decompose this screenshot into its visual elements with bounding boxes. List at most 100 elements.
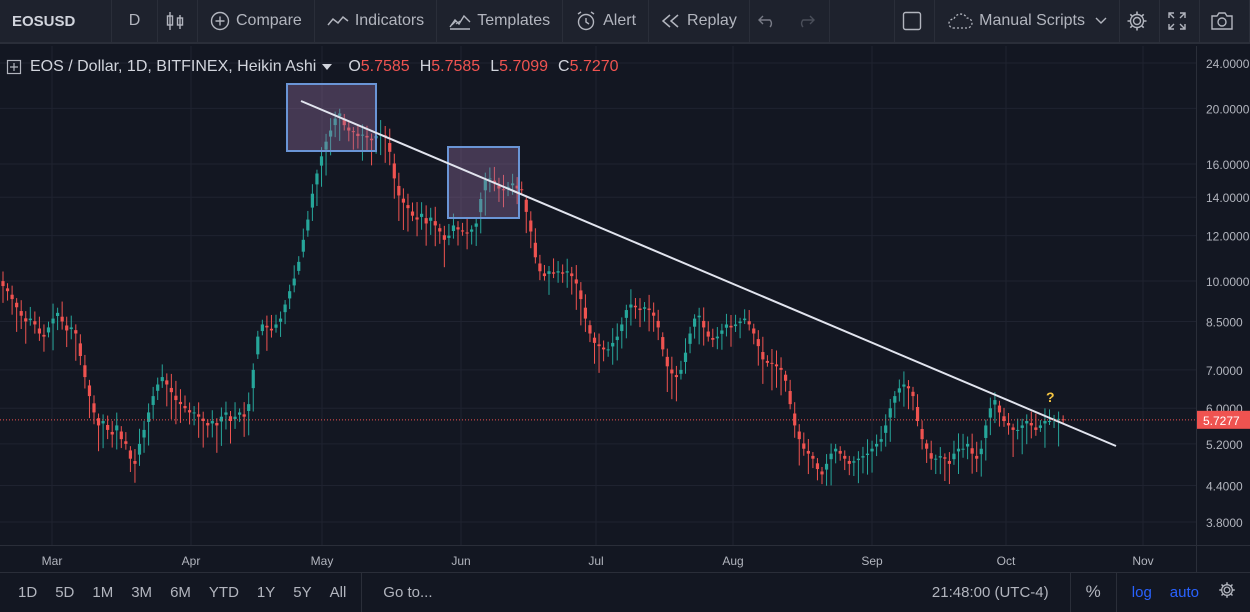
price-axis-tick-label: 20.0000	[1206, 102, 1250, 116]
bottom-toolbar: 1D 5D 1M 3M 6M YTD 1Y 5Y All Go to... 21…	[0, 572, 1250, 612]
replay-button[interactable]: Replay	[649, 0, 750, 43]
candle-body	[661, 337, 665, 350]
candle-body	[561, 272, 565, 274]
downtrend-line[interactable]	[300, 100, 1117, 447]
range-1m-button[interactable]: 1M	[92, 583, 114, 601]
candle-body	[474, 223, 478, 227]
candle-body	[538, 263, 542, 272]
candle-body	[570, 273, 574, 277]
caret-down-icon[interactable]	[322, 64, 333, 70]
candle-body	[156, 384, 160, 391]
candle-body	[151, 396, 155, 405]
candle-body	[470, 229, 474, 232]
candle-body	[424, 218, 428, 224]
candle-body	[65, 325, 69, 331]
range-3m-button[interactable]: 3M	[131, 583, 153, 601]
range-all-button[interactable]: All	[329, 583, 347, 601]
auto-scale-toggle[interactable]: auto	[1169, 583, 1199, 601]
candle-body	[815, 463, 820, 470]
high-value: 5.7585	[431, 58, 481, 75]
chart-style-button[interactable]	[158, 0, 198, 43]
templates-button[interactable]: Templates	[437, 0, 564, 43]
candle-body	[683, 352, 688, 362]
candle-body	[247, 404, 251, 411]
candle-body	[729, 325, 733, 328]
candle-body	[260, 324, 264, 332]
undo-button[interactable]	[750, 0, 790, 43]
candle-body	[747, 321, 751, 325]
percent-scale-toggle[interactable]: %	[1085, 582, 1101, 601]
indicators-button[interactable]: Indicators	[315, 0, 438, 43]
candle-body	[420, 213, 424, 217]
expand-button[interactable]	[1160, 0, 1200, 43]
candle-body	[784, 374, 788, 381]
snapshot-button[interactable]	[1200, 0, 1250, 43]
compare-button[interactable]: Compare	[198, 0, 315, 43]
manual-scripts-button[interactable]: Manual Scripts	[935, 0, 1120, 43]
go-to-button[interactable]: Go to...	[383, 583, 433, 601]
candle-body	[497, 185, 501, 189]
candle-body	[970, 448, 974, 454]
collapse-legend-icon[interactable]	[6, 59, 22, 75]
alert-button[interactable]: Alert	[563, 0, 650, 43]
candle-body	[770, 362, 774, 364]
candle-body	[488, 178, 492, 180]
candle-body	[706, 331, 710, 337]
candle-body	[542, 273, 547, 277]
range-1d-button[interactable]: 1D	[18, 583, 38, 601]
candle-body	[24, 318, 28, 322]
chart-properties-button[interactable]	[1208, 581, 1250, 603]
candle-body	[761, 352, 765, 360]
candle-body	[442, 235, 446, 240]
range-ytd-button[interactable]: YTD	[208, 583, 239, 601]
chart-pane[interactable]: 24.0000 20.0000 16.0000 14.0000 12.0000 10.00…	[0, 46, 1250, 572]
interval-button[interactable]: D	[112, 0, 158, 43]
candle-body	[779, 367, 783, 370]
candle-body	[174, 395, 178, 401]
candle-body	[597, 344, 601, 347]
range-5d-button[interactable]: 5D	[55, 583, 75, 601]
candle-body	[975, 455, 979, 459]
time-axis-tick-label: Jun	[451, 554, 470, 568]
candle-body	[501, 189, 506, 191]
candle-body	[674, 375, 678, 378]
settings-button[interactable]	[1120, 0, 1160, 43]
candle-body	[802, 443, 806, 449]
expand-icon	[1167, 12, 1186, 30]
candle-body	[110, 431, 114, 435]
candle-body	[611, 342, 615, 347]
clock-timezone-button[interactable]: 21:48:00 (UTC-4)	[931, 583, 1049, 601]
candle-body	[265, 325, 269, 328]
candle-body	[711, 338, 715, 340]
candle-body	[238, 412, 242, 415]
fullscreen-toggle-button[interactable]	[895, 0, 936, 43]
gear-icon	[1127, 11, 1146, 31]
candle-body	[852, 461, 856, 463]
candle-body	[233, 416, 237, 420]
price-chart[interactable]: 24.0000 20.0000 16.0000 14.0000 12.0000 10.00…	[0, 46, 1250, 572]
candle-body	[483, 180, 487, 191]
candle-body	[274, 324, 278, 328]
low-value: 5.7099	[499, 58, 549, 75]
symbol-search-button[interactable]: EOSUSD	[0, 0, 112, 43]
candle-body	[74, 330, 78, 334]
candle-body	[306, 219, 310, 231]
candle-body	[583, 307, 587, 319]
redo-button[interactable]	[790, 0, 830, 43]
time-axis-tick-label: Sep	[861, 554, 883, 568]
candle-body	[647, 308, 651, 311]
candle-body	[219, 416, 223, 422]
candle-body	[693, 318, 697, 327]
range-1y-button[interactable]: 1Y	[256, 583, 276, 601]
candle-body	[433, 221, 437, 226]
candle-body	[956, 448, 961, 452]
candle-body	[533, 242, 537, 258]
log-scale-toggle[interactable]: log	[1131, 583, 1152, 601]
range-6m-button[interactable]: 6M	[170, 583, 191, 601]
candle-body	[906, 386, 911, 389]
candle-body	[893, 396, 897, 403]
candle-body	[87, 385, 92, 397]
range-5y-button[interactable]: 5Y	[293, 583, 312, 601]
series-title[interactable]: EOS / Dollar, 1D, BITFINEX, Heikin Ashi	[30, 58, 317, 75]
candle-body	[447, 235, 451, 238]
